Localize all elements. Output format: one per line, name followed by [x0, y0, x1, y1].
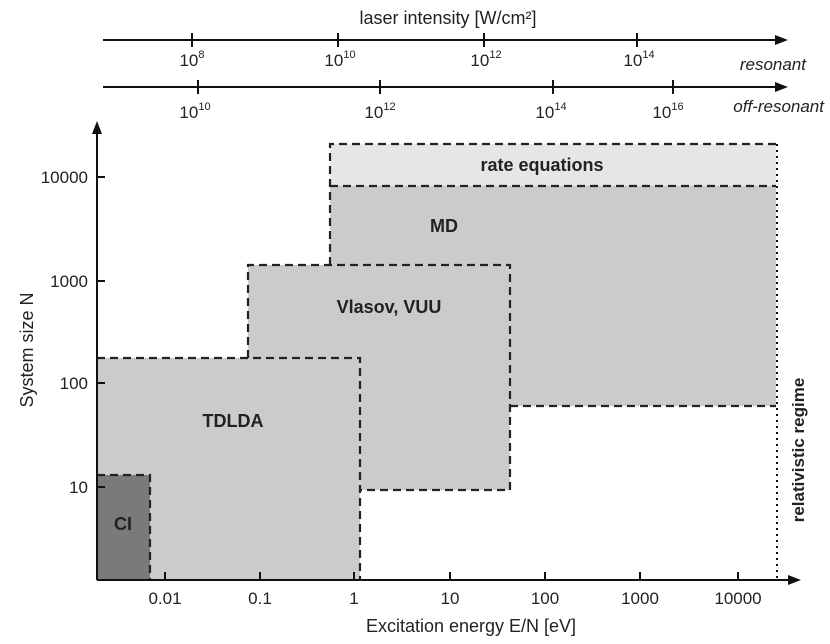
- rate-equations-outline: [328, 142, 776, 265]
- md-outline: [330, 184, 776, 408]
- resonant-tick-label: 1010: [324, 49, 355, 70]
- y-axis-label: System size N: [17, 292, 37, 407]
- vlasov-outline: [246, 263, 512, 492]
- x-tick-label: 0.01: [148, 589, 181, 608]
- off-resonant-tick-label: 1012: [364, 101, 395, 122]
- x-axis-label: Excitation energy E/N [eV]: [366, 616, 576, 636]
- x-tick-label: 1000: [621, 589, 659, 608]
- x-tick-label: 0.1: [248, 589, 272, 608]
- off-resonant-ticks: [197, 80, 674, 94]
- y-tick-label: 10: [69, 478, 88, 497]
- y-axis-arrow: [92, 121, 102, 134]
- rate-equations-label: rate equations: [480, 155, 603, 175]
- x-tick-label: 100: [531, 589, 559, 608]
- y-ticks: [97, 176, 105, 488]
- y-tick-label: 100: [60, 374, 88, 393]
- resonant-tick-label: 1012: [470, 49, 501, 70]
- x-axis-arrow: [788, 575, 801, 585]
- resonant-tick-label: 1014: [623, 49, 654, 70]
- ci-region: [97, 475, 150, 580]
- x-ticks: [164, 572, 739, 580]
- resonant-ticks: [191, 33, 638, 47]
- off-resonant-tick-label: 1016: [652, 101, 683, 122]
- ci-label: CI: [114, 514, 132, 534]
- x-tick-label: 10: [441, 589, 460, 608]
- tdlda-label: TDLDA: [203, 411, 264, 431]
- rate-equations-region: [330, 144, 776, 186]
- vlasov-label: Vlasov, VUU: [337, 297, 442, 317]
- off-resonant-label: off-resonant: [733, 97, 825, 116]
- off-resonant-tick-label: 1014: [535, 101, 566, 122]
- relativistic-label: relativistic regime: [789, 378, 808, 523]
- top-axis-title: laser intensity [W/cm²]: [359, 8, 536, 28]
- off-resonant-tick-label: 1010: [179, 101, 210, 122]
- x-tick-label: 1: [349, 589, 358, 608]
- md-label: MD: [430, 216, 458, 236]
- ci-outline: [97, 473, 152, 580]
- off-resonant-axis-arrow: [775, 82, 788, 92]
- resonant-label: resonant: [740, 55, 807, 74]
- y-tick-label: 10000: [41, 168, 88, 187]
- x-tick-label: 10000: [714, 589, 761, 608]
- y-tick-label: 1000: [50, 272, 88, 291]
- resonant-axis-arrow: [775, 35, 788, 45]
- resonant-tick-label: 108: [179, 49, 204, 70]
- tdlda-outline: [97, 356, 362, 580]
